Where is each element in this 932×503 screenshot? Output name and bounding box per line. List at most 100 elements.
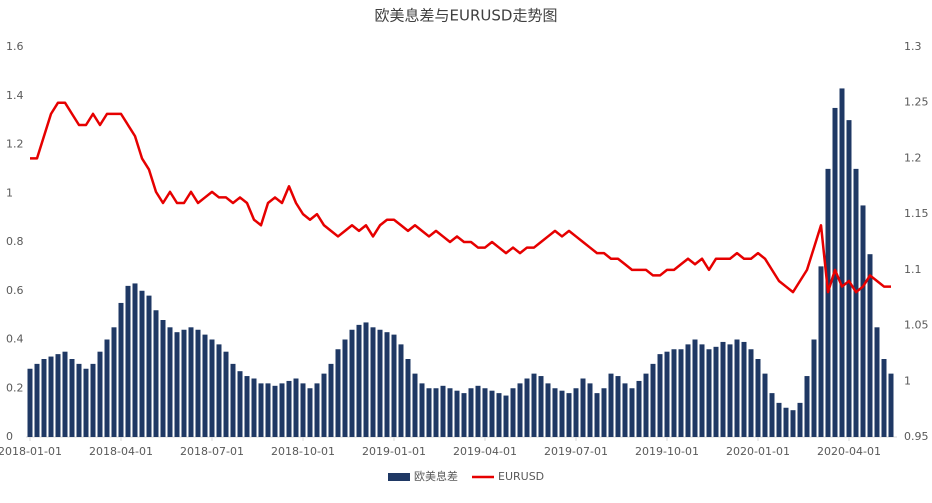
y-tick-label: 0.6 [6, 284, 24, 297]
bar [874, 327, 880, 437]
bar [34, 363, 40, 437]
legend-label: 欧美息差 [414, 469, 458, 483]
bar [622, 383, 628, 437]
bar [286, 380, 292, 437]
y-tick-label: 1.2 [6, 138, 24, 151]
bar [167, 327, 173, 437]
bar [601, 388, 607, 437]
bar [48, 356, 54, 437]
bar [468, 388, 474, 437]
bar [636, 380, 642, 437]
bar [580, 378, 586, 437]
bar [328, 363, 334, 437]
bar [398, 344, 404, 437]
bar [272, 385, 278, 437]
bar [370, 327, 376, 437]
bar [524, 378, 530, 437]
bar [307, 388, 313, 437]
y2-tick-label: 0.95 [904, 430, 929, 443]
y2-tick-label: 1.2 [904, 151, 922, 164]
bar [615, 376, 621, 437]
bar [461, 393, 467, 437]
line [30, 101, 891, 294]
legend-label: EURUSD [498, 470, 544, 483]
bar [566, 393, 572, 437]
y-tick-label: 1.4 [6, 89, 24, 102]
bar [433, 388, 439, 437]
bar [405, 359, 411, 437]
bar [538, 376, 544, 437]
bar [734, 339, 740, 437]
bar [489, 390, 495, 437]
bar [706, 349, 712, 437]
bar [727, 344, 733, 437]
bar [776, 402, 782, 437]
y-tick-label: 0.4 [6, 333, 24, 346]
bar [209, 339, 215, 437]
x-tick-label: 2019-10-01 [635, 445, 699, 458]
y-tick-label: 1.6 [6, 40, 24, 53]
bar [517, 383, 523, 437]
bar [111, 327, 117, 437]
bar [216, 344, 222, 437]
bar [349, 329, 355, 437]
x-tick-label: 2018-07-01 [180, 445, 244, 458]
x-tick-label: 2018-01-01 [0, 445, 62, 458]
bar [804, 376, 810, 437]
bar [97, 351, 103, 437]
bar [391, 334, 397, 437]
bar [482, 388, 488, 437]
bar [818, 266, 824, 437]
bar [440, 385, 446, 437]
bar [531, 373, 537, 437]
y-tick-label: 0.2 [6, 381, 24, 394]
bar [475, 385, 481, 437]
x-tick-label: 2018-10-01 [271, 445, 335, 458]
bar [132, 283, 138, 437]
bar [174, 332, 180, 437]
bar [769, 393, 775, 437]
bar [83, 368, 89, 437]
bar [181, 329, 187, 437]
y-tick-label: 1 [6, 186, 13, 199]
bar [797, 402, 803, 437]
chart-title: 欧美息差与EURUSD走势图 [375, 7, 558, 25]
bar [881, 359, 887, 437]
bar [755, 359, 761, 437]
bar [314, 383, 320, 437]
bar [363, 322, 369, 437]
bar [41, 359, 47, 437]
bar [587, 383, 593, 437]
x-tick-label: 2020-04-01 [817, 445, 881, 458]
bar [160, 320, 166, 437]
bar [125, 285, 131, 437]
bar [419, 383, 425, 437]
bar [664, 351, 670, 437]
bar [650, 363, 656, 437]
bar [195, 329, 201, 437]
y2-tick-label: 1.05 [904, 319, 929, 332]
bar [825, 168, 831, 437]
bar [643, 373, 649, 437]
legend-swatch [388, 473, 410, 481]
bar [188, 327, 194, 437]
y-tick-label: 0.8 [6, 235, 24, 248]
bar [412, 373, 418, 437]
bar [321, 373, 327, 437]
x-tick-label: 2020-01-01 [726, 445, 790, 458]
bar [230, 363, 236, 437]
bar [685, 344, 691, 437]
y2-tick-label: 1.3 [904, 40, 922, 53]
bar [888, 373, 894, 437]
bar [265, 383, 271, 437]
bar [559, 390, 565, 437]
bar [342, 339, 348, 437]
bar [790, 410, 796, 437]
bar [573, 388, 579, 437]
bar [671, 349, 677, 437]
bar [62, 351, 68, 437]
bar [454, 390, 460, 437]
bar [699, 344, 705, 437]
bar [377, 329, 383, 437]
